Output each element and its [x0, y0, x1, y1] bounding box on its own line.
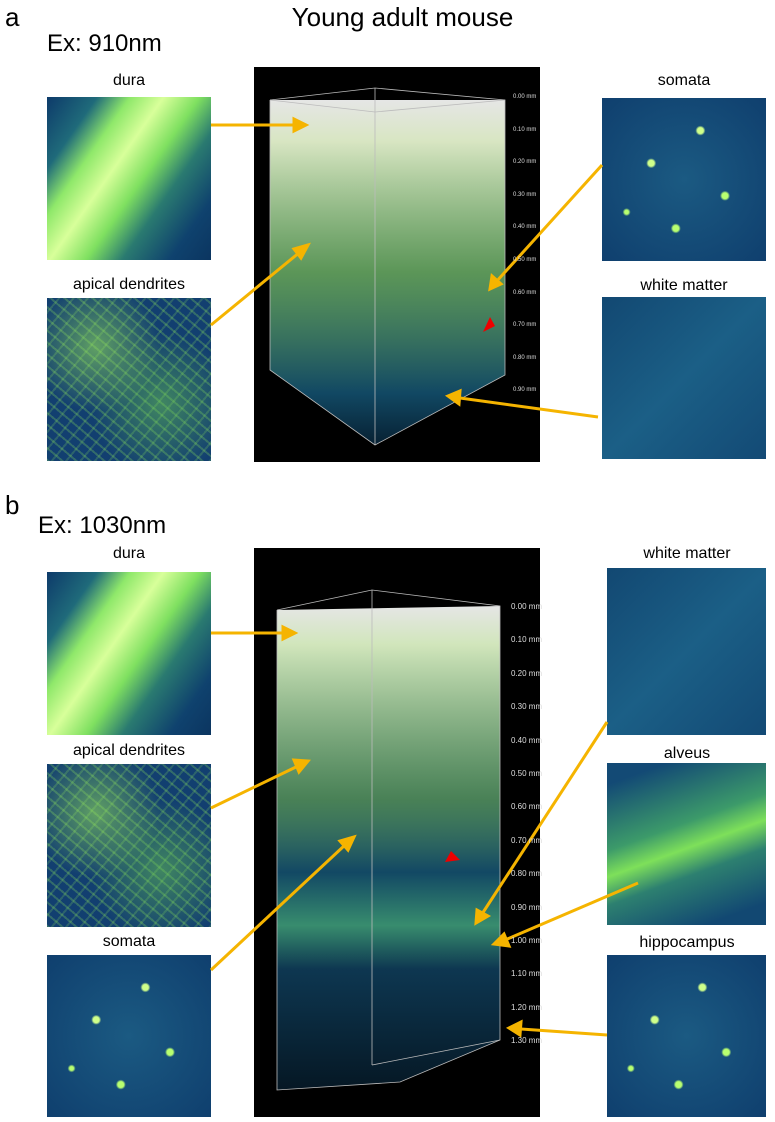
volume-a — [269, 87, 506, 446]
inset-image — [607, 955, 766, 1117]
depth-label: 0.00 mm — [513, 94, 537, 100]
depth-label: 0.70 mm — [513, 322, 537, 329]
depth-label: 0.40 mm — [511, 735, 543, 745]
inset-image — [47, 298, 211, 461]
depth-label: 1.10 mm — [511, 969, 543, 979]
depth-label: 1.20 mm — [511, 1002, 543, 1012]
depth-label: 0.70 mm — [511, 835, 543, 845]
inset-image — [47, 764, 211, 927]
depth-label: 0.50 mm — [513, 257, 537, 263]
depth-label: 0.10 mm — [513, 126, 537, 133]
excitation: Ex: 910nm — [47, 30, 162, 57]
inset-image — [47, 955, 211, 1117]
panel-letter: a — [5, 2, 20, 32]
depth-label: 0.30 mm — [513, 191, 537, 198]
depth-label: 0.80 mm — [511, 869, 543, 879]
excitation: Ex: 1030nm — [38, 512, 167, 539]
depth-label: 1.30 mm — [511, 1036, 543, 1046]
inset-label: apical dendrites — [72, 742, 186, 759]
panel-letter: b — [5, 490, 20, 520]
arrows — [209, 116, 639, 1038]
inset-image — [602, 98, 766, 261]
depth-label: 0.90 mm — [513, 387, 537, 394]
inset-label: alveus — [663, 745, 711, 762]
depth-label: 0.20 mm — [511, 668, 543, 678]
depth-label: 0.30 mm — [511, 702, 543, 712]
depth-label: 0.90 mm — [511, 902, 543, 912]
depth-label: 0.60 mm — [511, 802, 543, 812]
inset-image — [47, 97, 211, 260]
inset-image — [602, 297, 766, 459]
depth-label: 0.50 mm — [511, 769, 543, 778]
inset-label: white matter — [643, 545, 731, 562]
figure-title: Young adult mouse — [291, 2, 514, 32]
inset-label: somata — [657, 72, 711, 89]
depth-label: 0.10 mm — [511, 635, 543, 645]
inset-label: dura — [112, 545, 146, 562]
depth-label: 0.40 mm — [513, 224, 537, 231]
depth-label: 0.80 mm — [513, 354, 537, 361]
inset-image — [47, 572, 211, 735]
inset-label: dura — [112, 72, 146, 89]
inset-image — [607, 763, 766, 925]
inset-label: white matter — [640, 277, 728, 294]
inset-label: somata — [102, 933, 156, 950]
volume-b — [276, 589, 501, 1091]
depth-label: 0.00 mm — [511, 602, 543, 611]
depth-label: 0.60 mm — [513, 289, 537, 296]
inset-label: hippocampus — [639, 934, 735, 951]
depth-label: 1.00 mm — [511, 936, 543, 945]
depth-label: 0.20 mm — [513, 159, 537, 166]
inset-label: apical dendrites — [72, 276, 186, 293]
inset-image — [607, 568, 766, 735]
